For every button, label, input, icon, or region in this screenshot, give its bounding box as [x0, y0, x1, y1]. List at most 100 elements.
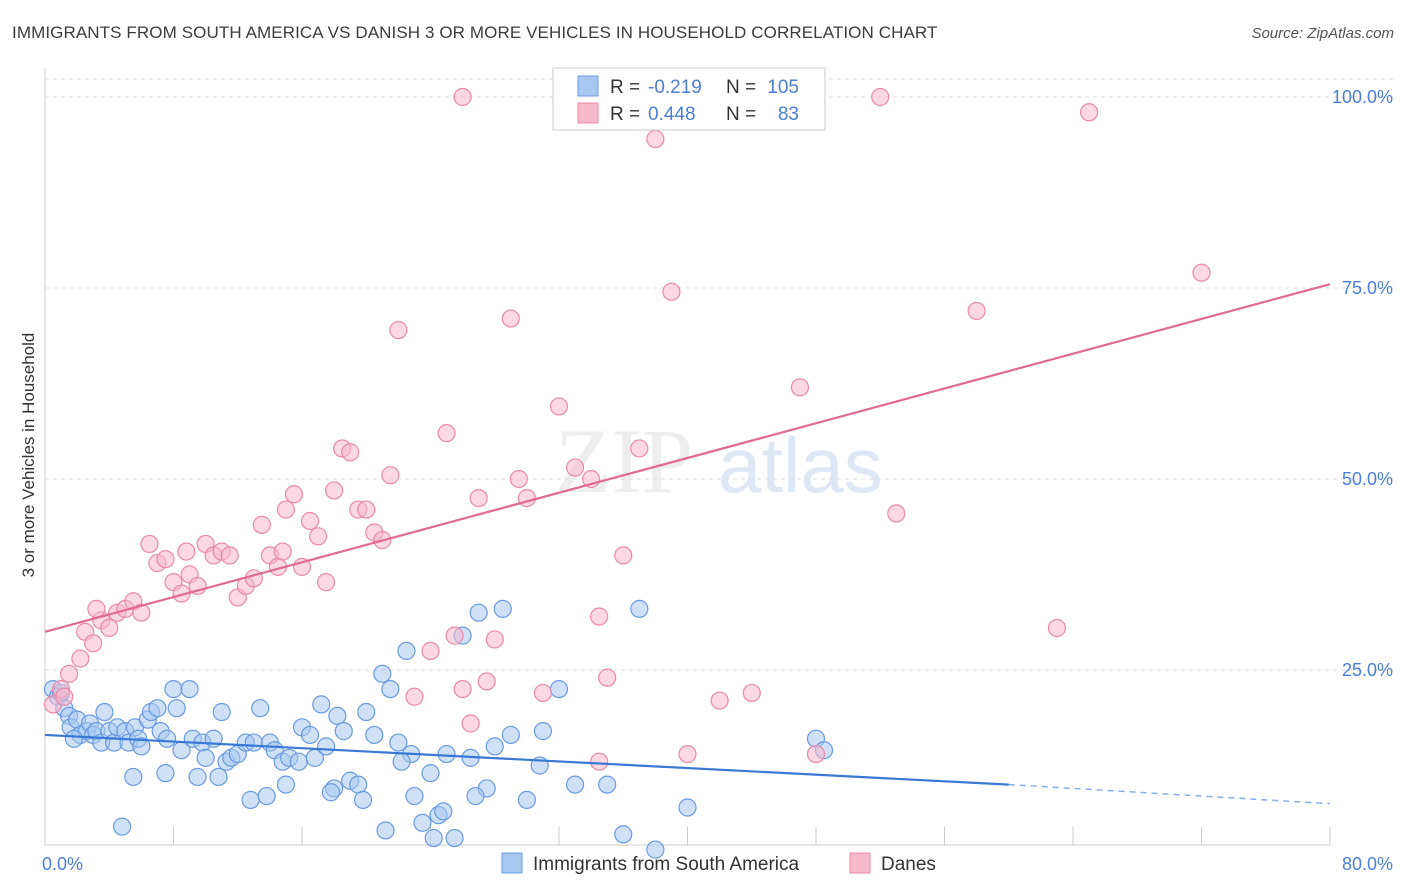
danes-point	[533, 683, 553, 703]
immigrants-point	[212, 702, 231, 722]
immigrants-point	[124, 767, 143, 787]
danes-point	[325, 481, 344, 500]
immigrants-point	[95, 702, 114, 722]
immigrants-point	[493, 599, 512, 618]
trend-line-danes	[44, 283, 1331, 633]
immigrants-point	[357, 702, 376, 722]
immigrants-point	[334, 722, 353, 741]
danes-point	[1079, 103, 1099, 122]
immigrants-point	[614, 825, 633, 844]
immigrants-point	[533, 722, 553, 741]
trend-lines	[44, 283, 1331, 805]
immigrants-point	[353, 790, 373, 809]
immigrants-point	[397, 641, 416, 661]
immigrants-point	[434, 802, 453, 821]
danes-point	[662, 282, 681, 301]
x-axis-ticks	[44, 827, 1331, 845]
immigrants-point	[112, 817, 132, 836]
danes-point	[485, 630, 504, 649]
immigrants-point	[392, 752, 411, 771]
series-danes-points	[43, 87, 1211, 771]
danes-point	[549, 397, 569, 416]
danes-point	[790, 378, 810, 397]
danes-point	[1047, 618, 1067, 638]
bottom-legend-label-immigrants: Immigrants from South America	[533, 854, 800, 875]
immigrants-point	[365, 725, 384, 745]
bottom-legend-swatch-pink	[849, 852, 871, 874]
watermark-atlas: atlas	[718, 421, 883, 509]
danes-point	[630, 439, 649, 458]
correlation-legend: R = -0.219 N = 105 R = 0.448 N = 83	[552, 67, 826, 131]
immigrants-point	[485, 737, 504, 756]
danes-point	[967, 301, 986, 321]
danes-point	[421, 641, 440, 661]
danes-point	[678, 744, 697, 764]
danes-point	[590, 607, 609, 626]
immigrants-point	[349, 775, 368, 794]
immigrants-point	[376, 821, 395, 840]
immigrants-point	[180, 679, 199, 699]
immigrants-point	[466, 786, 485, 806]
y-tick-label-100: 100.0%	[1332, 87, 1393, 107]
trend-line-immigrants	[44, 733, 1009, 786]
legend-n-label-blue: N =	[726, 77, 756, 98]
chart-title: IMMIGRANTS FROM SOUTH AMERICA VS DANISH …	[12, 23, 938, 42]
danes-point	[87, 599, 106, 618]
danes-point	[244, 569, 263, 588]
trend-line-immigrants-extrapolated	[1008, 783, 1331, 805]
danes-point	[132, 603, 151, 622]
danes-point	[453, 87, 472, 107]
danes-point	[646, 129, 665, 149]
legend-swatch-pink	[577, 102, 599, 124]
legend-r-value-pink: 0.448	[648, 104, 696, 125]
immigrants-point	[517, 790, 536, 809]
immigrants-point	[244, 733, 263, 752]
danes-point	[437, 424, 456, 443]
immigrants-point	[209, 767, 228, 787]
danes-point	[300, 511, 320, 531]
danes-point	[316, 573, 336, 592]
immigrants-point	[646, 840, 665, 859]
danes-point	[806, 744, 826, 764]
series-legend: Immigrants from South America Danes	[501, 852, 936, 875]
legend-r-label-blue: R =	[610, 77, 640, 98]
legend-r-label-pink: R =	[610, 104, 640, 125]
danes-point	[501, 309, 520, 328]
immigrants-point	[405, 786, 424, 806]
danes-point	[273, 542, 292, 561]
danes-point	[389, 320, 408, 340]
danes-point	[445, 626, 464, 645]
danes-point	[405, 687, 424, 706]
danes-point	[598, 668, 617, 687]
danes-point	[614, 546, 633, 565]
danes-point	[887, 504, 906, 523]
danes-point	[477, 672, 496, 691]
danes-point	[742, 683, 761, 703]
immigrants-point	[157, 729, 177, 748]
immigrants-point	[445, 828, 464, 848]
immigrants-point	[276, 775, 296, 794]
immigrants-point	[257, 786, 276, 806]
immigrants-point	[678, 798, 697, 817]
immigrants-point	[630, 599, 649, 618]
danes-point	[284, 485, 304, 504]
y-tick-label-75: 75.0%	[1342, 278, 1393, 298]
immigrants-point	[251, 699, 270, 718]
immigrants-point	[132, 737, 151, 756]
danes-point	[140, 534, 159, 554]
immigrants-point	[316, 737, 336, 756]
legend-n-value-blue: 105	[767, 77, 799, 98]
y-tick-label-50: 50.0%	[1342, 469, 1393, 489]
danes-point	[565, 458, 585, 477]
immigrants-point	[300, 725, 320, 745]
danes-point	[252, 515, 271, 534]
x-tick-label-max: 80.0%	[1342, 854, 1393, 874]
danes-point	[710, 691, 729, 710]
danes-point	[871, 87, 890, 107]
legend-r-value-blue: -0.219	[648, 77, 702, 98]
immigrants-point	[437, 744, 456, 764]
danes-point	[308, 527, 328, 546]
immigrants-point	[328, 706, 347, 725]
danes-point	[220, 546, 239, 565]
